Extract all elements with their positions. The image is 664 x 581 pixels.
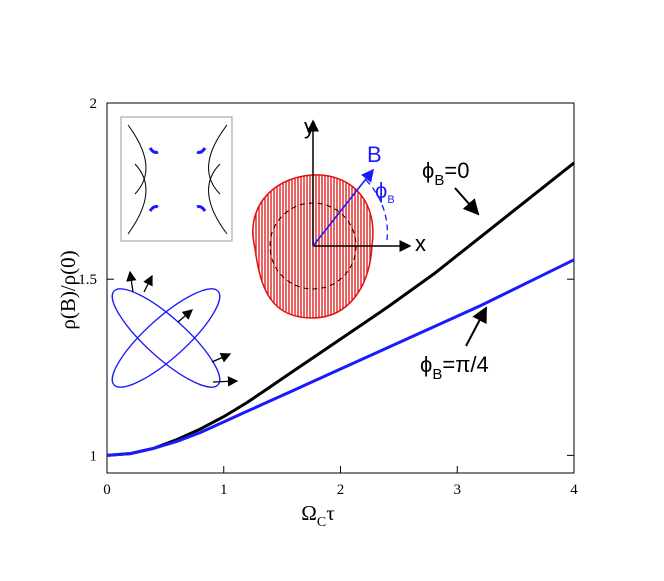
y-tick-label-2: 2 [90, 96, 98, 112]
annotation-arrow-phiB-0 [454, 187, 480, 216]
inset-y-label: y [304, 114, 315, 139]
x-tick-label-4: 4 [570, 482, 578, 498]
inset-fermi-arcs [120, 116, 233, 242]
inset-fermi-surface: y x B ϕB [252, 114, 426, 319]
y-axis-ticks: 11.52 [78, 96, 574, 464]
inset-B-label: B [367, 142, 382, 167]
x-tick-label-3: 3 [454, 482, 462, 498]
annotation-phiB-0: ϕB=0 [422, 158, 469, 189]
y-tick-label-0: 1 [90, 448, 98, 464]
x-tick-label-0: 0 [103, 482, 111, 498]
series-group [106, 161, 575, 457]
x-axis-ticks: 0 1 2 3 4 [103, 466, 578, 498]
inset-crossed-orbits [111, 270, 239, 388]
series-line-1 [106, 258, 575, 457]
annotation-phiB-pi4: ϕB=π/4 [420, 352, 489, 383]
y-tick-label-1: 1.5 [78, 272, 97, 288]
x-axis-label: ΩCτ [301, 501, 334, 530]
x-tick-label-1: 1 [220, 482, 228, 498]
x-tick-label-2: 2 [337, 482, 345, 498]
annotation-arrow-phiB-pi4 [465, 306, 487, 347]
inset-x-label: x [415, 231, 426, 256]
inset-phiB-label: ϕB [375, 178, 395, 206]
y-axis-label: ρ(B)/ρ(0) [56, 250, 80, 329]
